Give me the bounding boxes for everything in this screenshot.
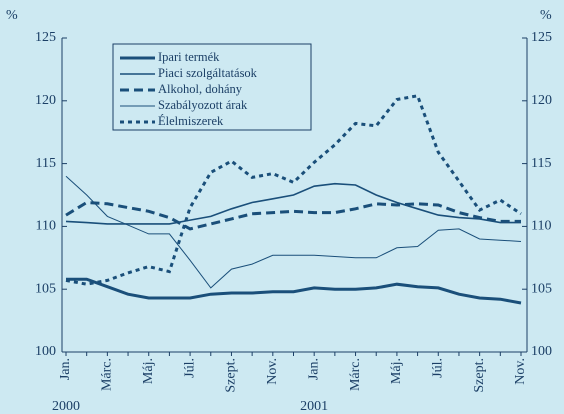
series-line xyxy=(65,182,521,225)
y-tick-label: 125 xyxy=(35,30,56,45)
y-tick-label: 100 xyxy=(35,344,56,359)
legend-box xyxy=(112,43,312,131)
x-tick-label: Nov. xyxy=(265,358,280,385)
y-tick-label: 115 xyxy=(36,156,56,171)
legend-label: Szabályozott árak xyxy=(158,98,248,112)
x-tick-label: Máj. xyxy=(141,358,156,384)
series-line xyxy=(66,277,522,305)
x-tick-label: Máj. xyxy=(389,358,404,384)
x-tick-label: Jan. xyxy=(58,358,73,380)
y2-tick-label: 110 xyxy=(531,219,551,234)
year-label: 2000 xyxy=(52,399,80,414)
y-tick-label: 105 xyxy=(35,281,56,296)
x-tick-label: Júl. xyxy=(430,358,445,378)
x-tick-label: Szept. xyxy=(224,358,239,393)
y-axis-label: % xyxy=(6,8,18,23)
y2-tick-label: 105 xyxy=(531,281,552,296)
legend-label: Ipari termék xyxy=(158,50,220,64)
year-label: 2001 xyxy=(300,399,328,414)
x-tick-label: Nov. xyxy=(513,358,528,385)
legend-label: Élelmiszerek xyxy=(158,114,224,128)
y-tick-label: 120 xyxy=(35,93,56,108)
legend-label: Alkohol, dohány xyxy=(158,82,243,96)
x-tick-label: Júl. xyxy=(182,358,197,378)
y-tick-label: 110 xyxy=(36,219,56,234)
x-tick-label: Márc. xyxy=(100,358,115,391)
y2-tick-label: 115 xyxy=(531,156,551,171)
x-tick-label: Márc. xyxy=(348,358,363,391)
y2-tick-label: 125 xyxy=(531,30,552,45)
y2-tick-label: 100 xyxy=(531,344,552,359)
x-tick-label: Szept. xyxy=(472,358,487,393)
legend-label: Piaci szolgáltatások xyxy=(158,66,258,80)
x-tick-label: Jan. xyxy=(306,358,321,380)
y2-axis-label: % xyxy=(540,8,552,23)
y2-tick-label: 120 xyxy=(531,93,552,108)
series-line xyxy=(65,175,522,289)
